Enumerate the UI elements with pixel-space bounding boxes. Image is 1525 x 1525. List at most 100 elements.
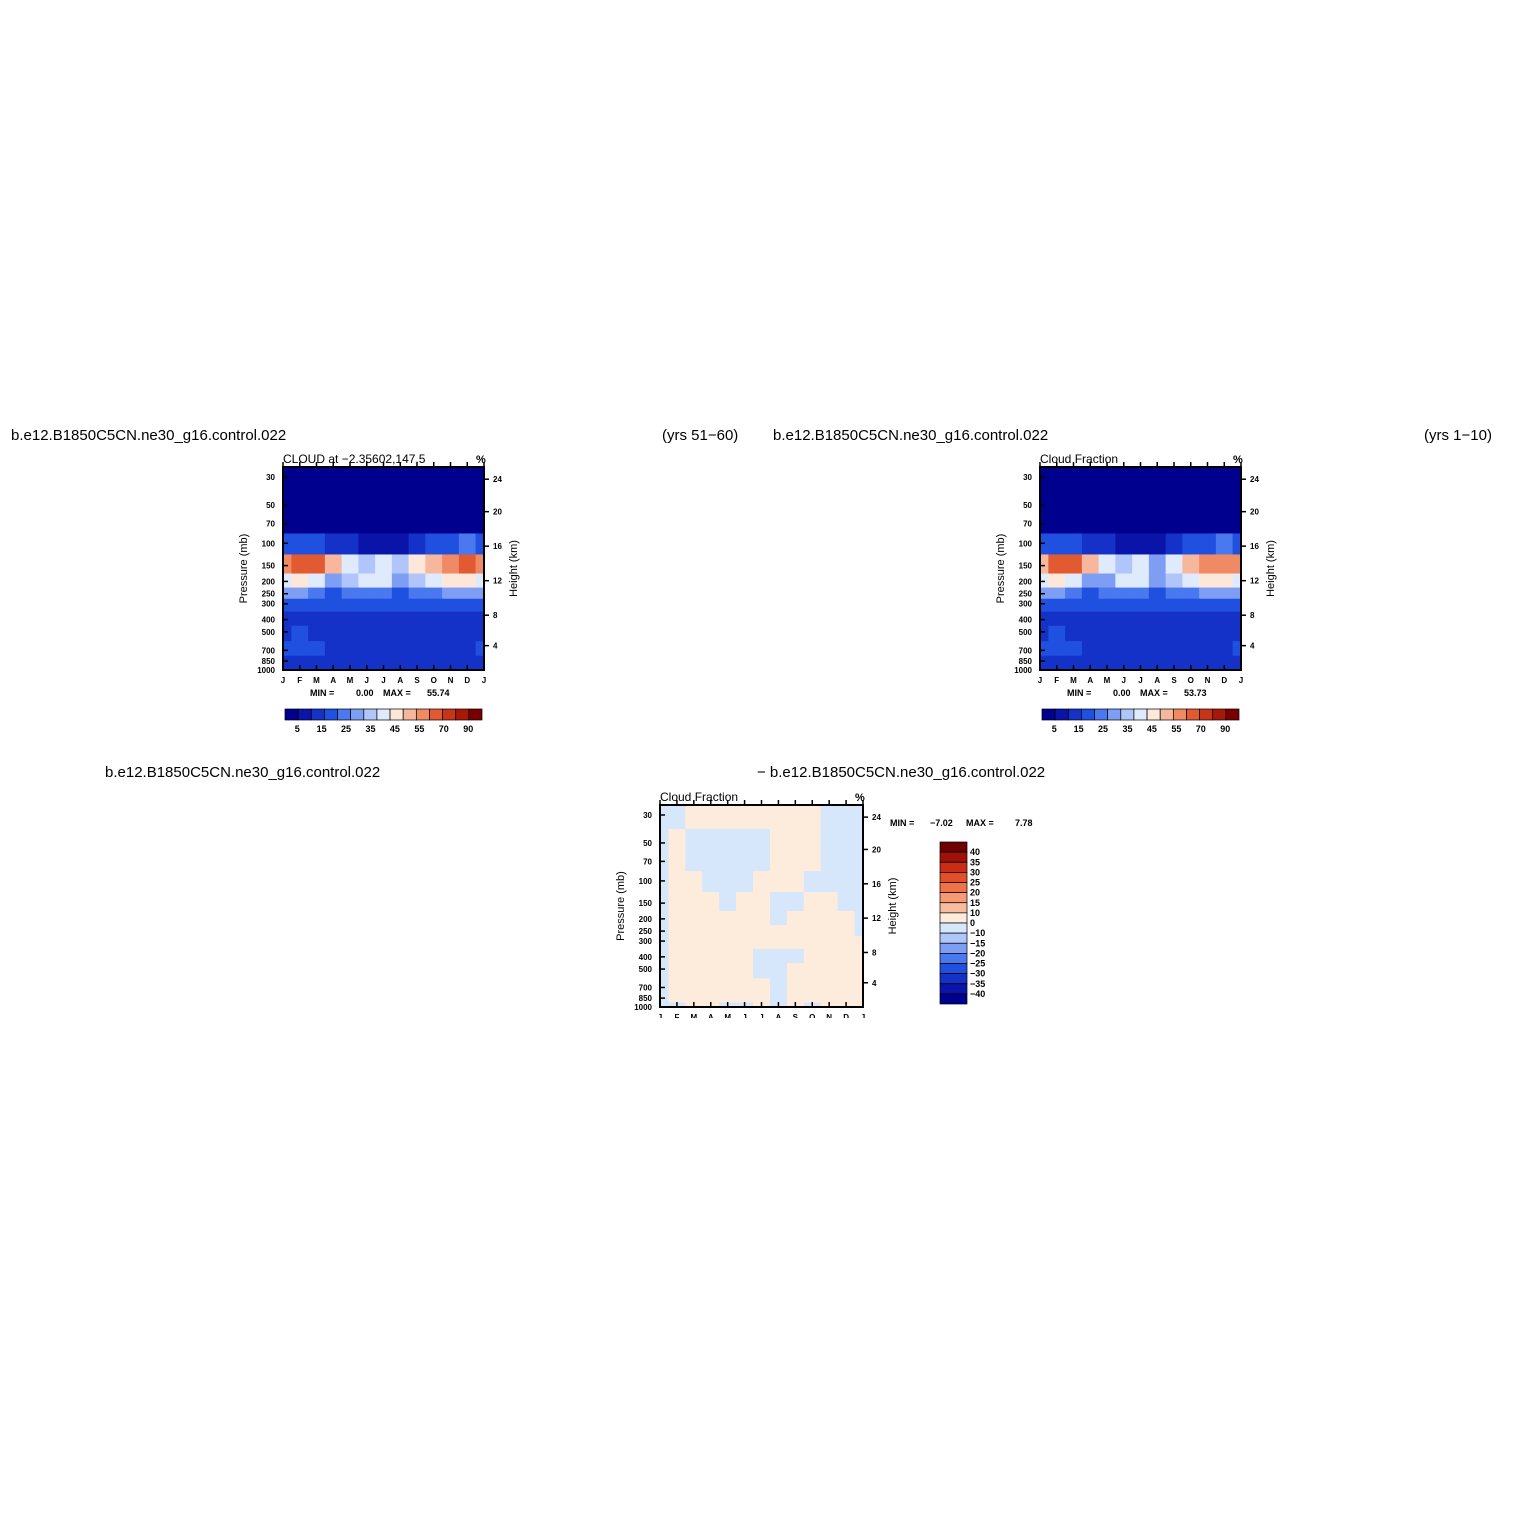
x-tick-label: M <box>724 1013 731 1018</box>
colorbar <box>939 841 968 1005</box>
heatmap-cell <box>1065 533 1083 556</box>
heatmap-cell <box>786 910 805 926</box>
heatmap-cell <box>1132 467 1150 492</box>
colorbar-box <box>363 708 378 721</box>
heatmap-cell <box>291 573 309 589</box>
heatmap-cell <box>1048 533 1066 556</box>
heatmap-cell <box>837 871 856 893</box>
heatmap-cell <box>458 598 477 613</box>
heatmap-cell <box>753 992 771 1004</box>
colorbar-box <box>1041 708 1056 721</box>
heatmap-cell <box>283 467 292 492</box>
heatmap-cell <box>1040 641 1049 657</box>
y-tick-label: 850 <box>262 657 276 666</box>
colorbar-label: 25 <box>341 724 351 734</box>
heatmap-cell <box>358 573 376 589</box>
heatmap-cell <box>341 533 359 556</box>
colorbar-box <box>939 902 968 914</box>
x-tick-label: A <box>1087 676 1093 685</box>
heatmap-cell <box>391 514 410 535</box>
heatmap-cell <box>308 598 326 613</box>
min-label: MIN = <box>310 688 334 698</box>
y2-tick-label: 8 <box>872 948 877 957</box>
heatmap-cell <box>1232 641 1242 657</box>
heatmap-cell <box>1098 467 1116 492</box>
heatmap-cell <box>854 978 864 994</box>
heatmap-cell <box>1065 655 1083 667</box>
heatmap-cell <box>803 892 822 912</box>
heatmap-cell <box>1081 587 1100 600</box>
heatmap-cell <box>458 655 477 667</box>
y-tick-label: 100 <box>1019 539 1033 548</box>
heatmap-cell <box>442 514 460 535</box>
heatmap-cell <box>442 598 460 613</box>
heatmap-cell <box>324 554 343 575</box>
y-tick-label: 700 <box>262 646 276 655</box>
heatmap-cell <box>736 910 754 926</box>
colorbar-label: 25 <box>1098 724 1108 734</box>
max-value: 7.78 <box>1015 818 1033 828</box>
heatmap-cell <box>308 533 326 556</box>
heatmap-cell <box>408 655 426 667</box>
heatmap-cell <box>1098 533 1116 556</box>
heatmap-cell <box>854 948 864 964</box>
heatmap-cell <box>854 892 864 912</box>
heatmap-cell <box>820 948 839 964</box>
heatmap-cell <box>1098 573 1116 589</box>
heatmap-cell <box>820 805 839 830</box>
heatmap-cell <box>375 625 393 642</box>
heatmap-cell <box>1132 655 1150 667</box>
colorbar-label: 10 <box>970 908 980 918</box>
heatmap-cell <box>660 805 670 830</box>
y2-tick-label: 20 <box>1250 508 1259 517</box>
units-label: % <box>855 792 865 804</box>
heatmap-cell <box>425 587 443 600</box>
heatmap-cell <box>375 611 393 627</box>
heatmap-cell <box>1148 598 1167 613</box>
y2-axis-label: Height (km) <box>1265 540 1277 597</box>
heatmap-cell <box>1215 641 1234 657</box>
heatmap-cell <box>391 587 410 600</box>
colorbar-box <box>389 708 404 721</box>
y2-tick-label: 4 <box>493 642 498 651</box>
heatmap-cell <box>341 598 359 613</box>
heatmap-cell <box>685 962 703 979</box>
heatmap-cell <box>854 805 864 830</box>
y-tick-label: 1000 <box>634 1003 652 1012</box>
colorbar <box>284 708 483 721</box>
heatmap-cell <box>308 467 326 492</box>
heatmap-cell <box>1115 467 1133 492</box>
heatmap-cell <box>685 871 703 893</box>
colorbar-box <box>429 708 443 721</box>
heatmap-cell <box>1115 533 1133 556</box>
heatmap-cell <box>308 655 326 667</box>
heatmap-cell <box>803 978 822 994</box>
heatmap-cell <box>660 936 670 950</box>
heatmap-cell <box>458 641 477 657</box>
heatmap-cell <box>753 871 771 893</box>
heatmap-cell <box>358 625 376 642</box>
heatmap-cell <box>702 962 720 979</box>
heatmap-cell <box>1065 641 1083 657</box>
heatmap-cell <box>803 936 822 950</box>
heatmap-cell <box>1040 533 1049 556</box>
heatmap-cell <box>1148 641 1167 657</box>
heatmap-cell <box>408 467 426 492</box>
heatmap-cell <box>660 978 670 994</box>
heatmap-cell <box>358 533 376 556</box>
heatmap-cell <box>1040 598 1049 613</box>
heatmap-cell <box>660 1002 670 1008</box>
colorbar-label: 5 <box>295 724 300 734</box>
heatmap-cell <box>475 573 485 589</box>
heatmap-cell <box>1165 467 1183 492</box>
y2-tick-label: 24 <box>493 475 502 484</box>
heatmap-cell <box>324 641 343 657</box>
min-value: −7.02 <box>930 818 953 828</box>
x-tick-label: J <box>759 1013 763 1018</box>
heatmap-cells <box>660 805 864 1008</box>
heatmap-cell <box>1165 514 1183 535</box>
heatmap-cell <box>702 978 720 994</box>
heatmap-cell <box>1048 491 1066 516</box>
colorbar-label: 70 <box>1196 724 1206 734</box>
heatmap-cell <box>291 598 309 613</box>
